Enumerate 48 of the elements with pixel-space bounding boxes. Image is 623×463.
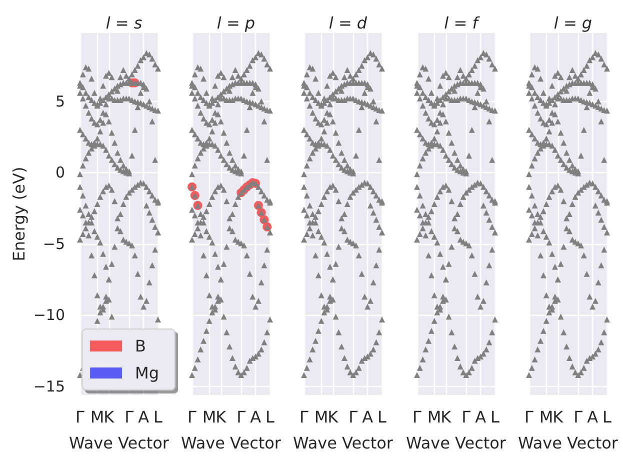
y-axis-title: Energy (eV) xyxy=(10,166,28,262)
x-tick-label: M xyxy=(539,408,554,426)
y-tick-label: 5 xyxy=(55,92,65,110)
x-tick-label: M xyxy=(90,408,104,426)
x-tick-label: Γ xyxy=(188,408,197,426)
y-tick-label: −5 xyxy=(42,234,65,253)
x-axis-title: Wave Vector xyxy=(406,434,506,452)
x-tick-label: L xyxy=(602,408,612,426)
x-tick-label: A xyxy=(138,408,150,426)
legend-label: B xyxy=(135,336,146,356)
chart-title: l = g xyxy=(554,14,592,32)
x-tick-label: Γ xyxy=(236,408,246,426)
x-axis-title: Wave Vector xyxy=(181,434,282,452)
x-tick-label: M xyxy=(314,408,329,426)
y-tick-label: 0 xyxy=(55,164,65,182)
x-tick-label: Γ xyxy=(349,408,358,426)
chart-title: l = s xyxy=(106,14,142,32)
x-tick-label: L xyxy=(266,408,275,426)
x-tick-label: A xyxy=(250,408,262,426)
y-tick-label: −15 xyxy=(33,377,65,396)
x-axis-title: Wave Vector xyxy=(69,434,170,452)
chart-title: l = p xyxy=(217,14,256,32)
x-tick-label: K xyxy=(328,408,340,426)
legend-label: Mg xyxy=(135,364,160,382)
x-tick-label: Γ xyxy=(461,408,470,426)
chart-title: l = d xyxy=(329,14,368,32)
y-tick-label: −10 xyxy=(33,306,65,324)
x-tick-label: Γ xyxy=(573,408,582,426)
chart-title: l = f xyxy=(444,14,480,32)
x-tick-label: K xyxy=(440,408,452,426)
x-tick-label: L xyxy=(154,408,163,426)
x-tick-label: K xyxy=(104,408,115,426)
x-tick-label: A xyxy=(362,408,374,426)
x-tick-label: M xyxy=(427,408,441,426)
x-tick-label: K xyxy=(216,408,227,426)
x-tick-label: K xyxy=(552,408,564,426)
x-tick-label: A xyxy=(474,408,486,426)
x-tick-label: Γ xyxy=(76,408,85,426)
x-tick-label: A xyxy=(586,408,598,426)
x-axis-title: Wave Vector xyxy=(518,434,618,452)
x-tick-label: Γ xyxy=(412,408,422,426)
x-tick-label: Γ xyxy=(524,408,534,426)
x-tick-label: Γ xyxy=(300,408,309,426)
x-axis-title: Wave Vector xyxy=(293,434,394,452)
x-tick-label: Γ xyxy=(124,408,134,426)
x-tick-label: L xyxy=(490,408,500,426)
x-tick-label: M xyxy=(202,408,216,426)
x-tick-label: L xyxy=(378,408,387,426)
